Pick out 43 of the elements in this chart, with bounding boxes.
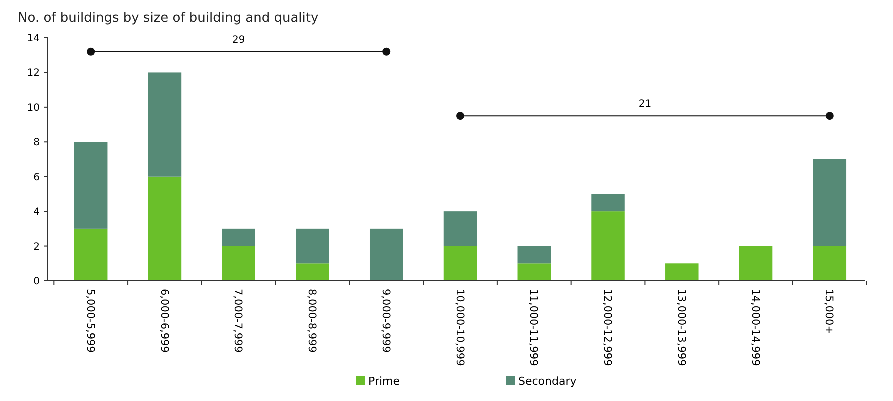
y-tick-label: 14 <box>27 34 40 44</box>
annotation: 21 <box>638 99 652 110</box>
legend-label: Secondary <box>518 375 578 388</box>
x-tick-label: 12,000-12,999 <box>602 289 614 366</box>
legend-label: Prime <box>368 375 400 388</box>
y-tick-label: 10 <box>27 102 40 114</box>
bar <box>592 212 625 281</box>
bar <box>518 264 552 281</box>
bar <box>813 160 847 246</box>
annotation: 29 <box>232 34 246 46</box>
x-tick-label: 5,000-5,999 <box>84 289 96 353</box>
bar <box>148 176 182 281</box>
bar <box>222 246 256 281</box>
x-tick-label: 6,000-6,999 <box>158 289 170 353</box>
x-tick-label: 15,000+ <box>823 289 836 335</box>
x-tick-label: 9,000-9,999 <box>380 289 392 353</box>
x-tick-label: 7,000-7,999 <box>232 289 244 353</box>
x-tick-label: 14,000-14,999 <box>749 289 762 366</box>
bar <box>222 228 256 246</box>
bar <box>74 228 108 281</box>
bar <box>518 246 552 264</box>
chart-title: No. of buildings by size of building and quality <box>18 11 319 26</box>
y-tick-label: 8 <box>34 138 40 149</box>
bar <box>370 228 404 281</box>
y-tick-label: 4 <box>34 207 40 218</box>
x-tick-label: 10,000-10,999 <box>454 289 466 366</box>
y-tick-label: 0 <box>34 276 40 288</box>
x-tick-label: 11,000-11,999 <box>528 289 540 366</box>
bar <box>666 264 699 281</box>
bar <box>296 264 330 281</box>
bar <box>296 228 330 264</box>
bar <box>444 246 478 281</box>
x-tick-label: 8,000-8,999 <box>306 289 318 353</box>
x-tick-label: 13,000-13,999 <box>675 289 688 366</box>
y-tick-label: 2 <box>34 242 40 253</box>
bar <box>148 72 182 177</box>
bar <box>813 246 847 281</box>
bar <box>739 246 773 281</box>
y-tick-label: 12 <box>27 68 40 80</box>
y-tick-label: 6 <box>34 172 40 184</box>
bar <box>592 194 625 212</box>
bar <box>444 212 478 246</box>
bar <box>74 142 108 229</box>
